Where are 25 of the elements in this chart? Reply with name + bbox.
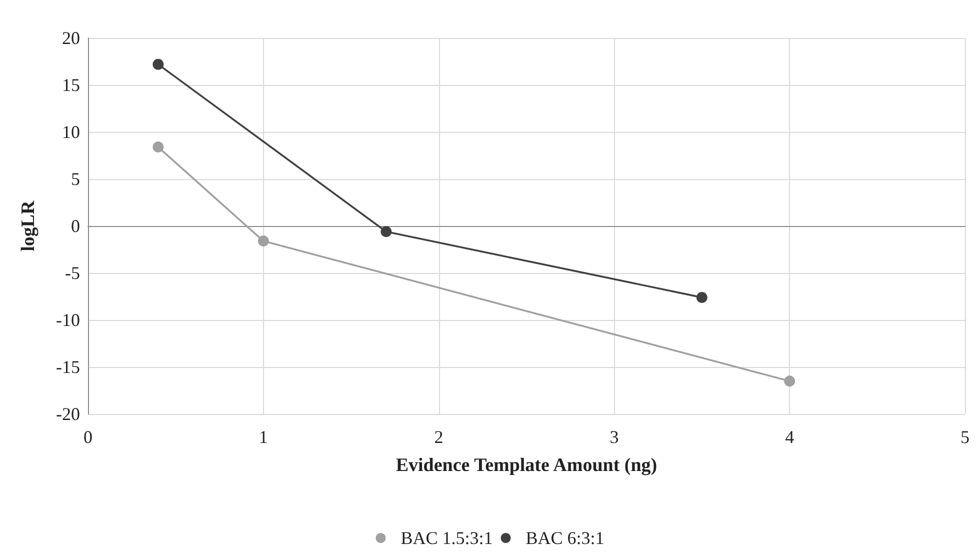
- x-tick-label: 4: [785, 427, 794, 447]
- y-tick-label: -20: [56, 404, 80, 424]
- x-tick-label: 5: [960, 427, 970, 447]
- point: [152, 58, 164, 70]
- y-tick-label: 10: [62, 122, 80, 142]
- x-tick-label: 1: [258, 427, 268, 447]
- x-axis-title: Evidence Template Amount (ng): [396, 455, 658, 476]
- x-tick-label: 2: [434, 427, 444, 447]
- y-tick-label: -10: [56, 310, 80, 330]
- y-axis-title: logLR: [18, 200, 39, 252]
- point: [696, 292, 708, 303]
- y-tick-label: -5: [65, 263, 80, 283]
- point: [784, 376, 796, 387]
- y-tick-label: 5: [71, 169, 80, 189]
- legend-label: BAC 1.5:3:1: [400, 528, 493, 548]
- legend-label: BAC 6:3:1: [526, 528, 604, 548]
- y-tick-label: 20: [62, 28, 80, 48]
- x-tick-label: 0: [84, 427, 92, 447]
- y-tick-label: 15: [62, 75, 80, 95]
- point: [152, 142, 164, 153]
- y-tick-label: 0: [71, 216, 80, 236]
- y-tick-label: -15: [56, 357, 80, 377]
- x-tick-label: 3: [610, 427, 619, 447]
- point: [258, 236, 269, 247]
- point: [380, 226, 392, 238]
